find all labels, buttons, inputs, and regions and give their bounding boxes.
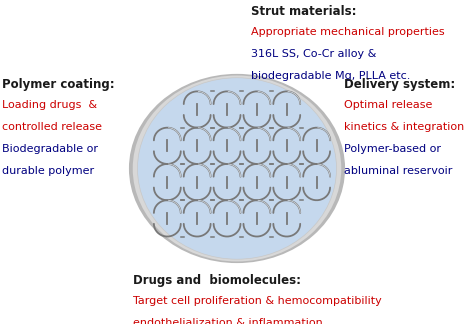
Text: Delivery system:: Delivery system: (344, 78, 455, 91)
Text: Optimal release: Optimal release (344, 100, 432, 110)
Text: endothelialization & inflammation: endothelialization & inflammation (133, 318, 322, 324)
Text: Loading drugs  &: Loading drugs & (2, 100, 98, 110)
Ellipse shape (133, 75, 341, 261)
Text: abluminal reservoir: abluminal reservoir (344, 166, 452, 176)
Text: Biodegradable or: Biodegradable or (2, 144, 99, 154)
Text: kinetics & integration: kinetics & integration (344, 122, 464, 132)
Ellipse shape (137, 78, 337, 259)
Text: Polymer coating:: Polymer coating: (2, 78, 115, 91)
Text: Polymer-based or: Polymer-based or (344, 144, 441, 154)
Text: Strut materials:: Strut materials: (251, 5, 357, 18)
Text: controlled release: controlled release (2, 122, 102, 132)
Text: Target cell proliferation & hemocompatibility: Target cell proliferation & hemocompatib… (133, 296, 382, 306)
Text: Drugs and  biomolecules:: Drugs and biomolecules: (133, 274, 301, 287)
Ellipse shape (129, 74, 345, 263)
Text: durable polymer: durable polymer (2, 166, 94, 176)
Text: 316L SS, Co-Cr alloy &: 316L SS, Co-Cr alloy & (251, 49, 377, 59)
Text: Appropriate mechanical properties: Appropriate mechanical properties (251, 27, 445, 37)
Text: biodegradable Mg, PLLA etc.: biodegradable Mg, PLLA etc. (251, 71, 410, 81)
